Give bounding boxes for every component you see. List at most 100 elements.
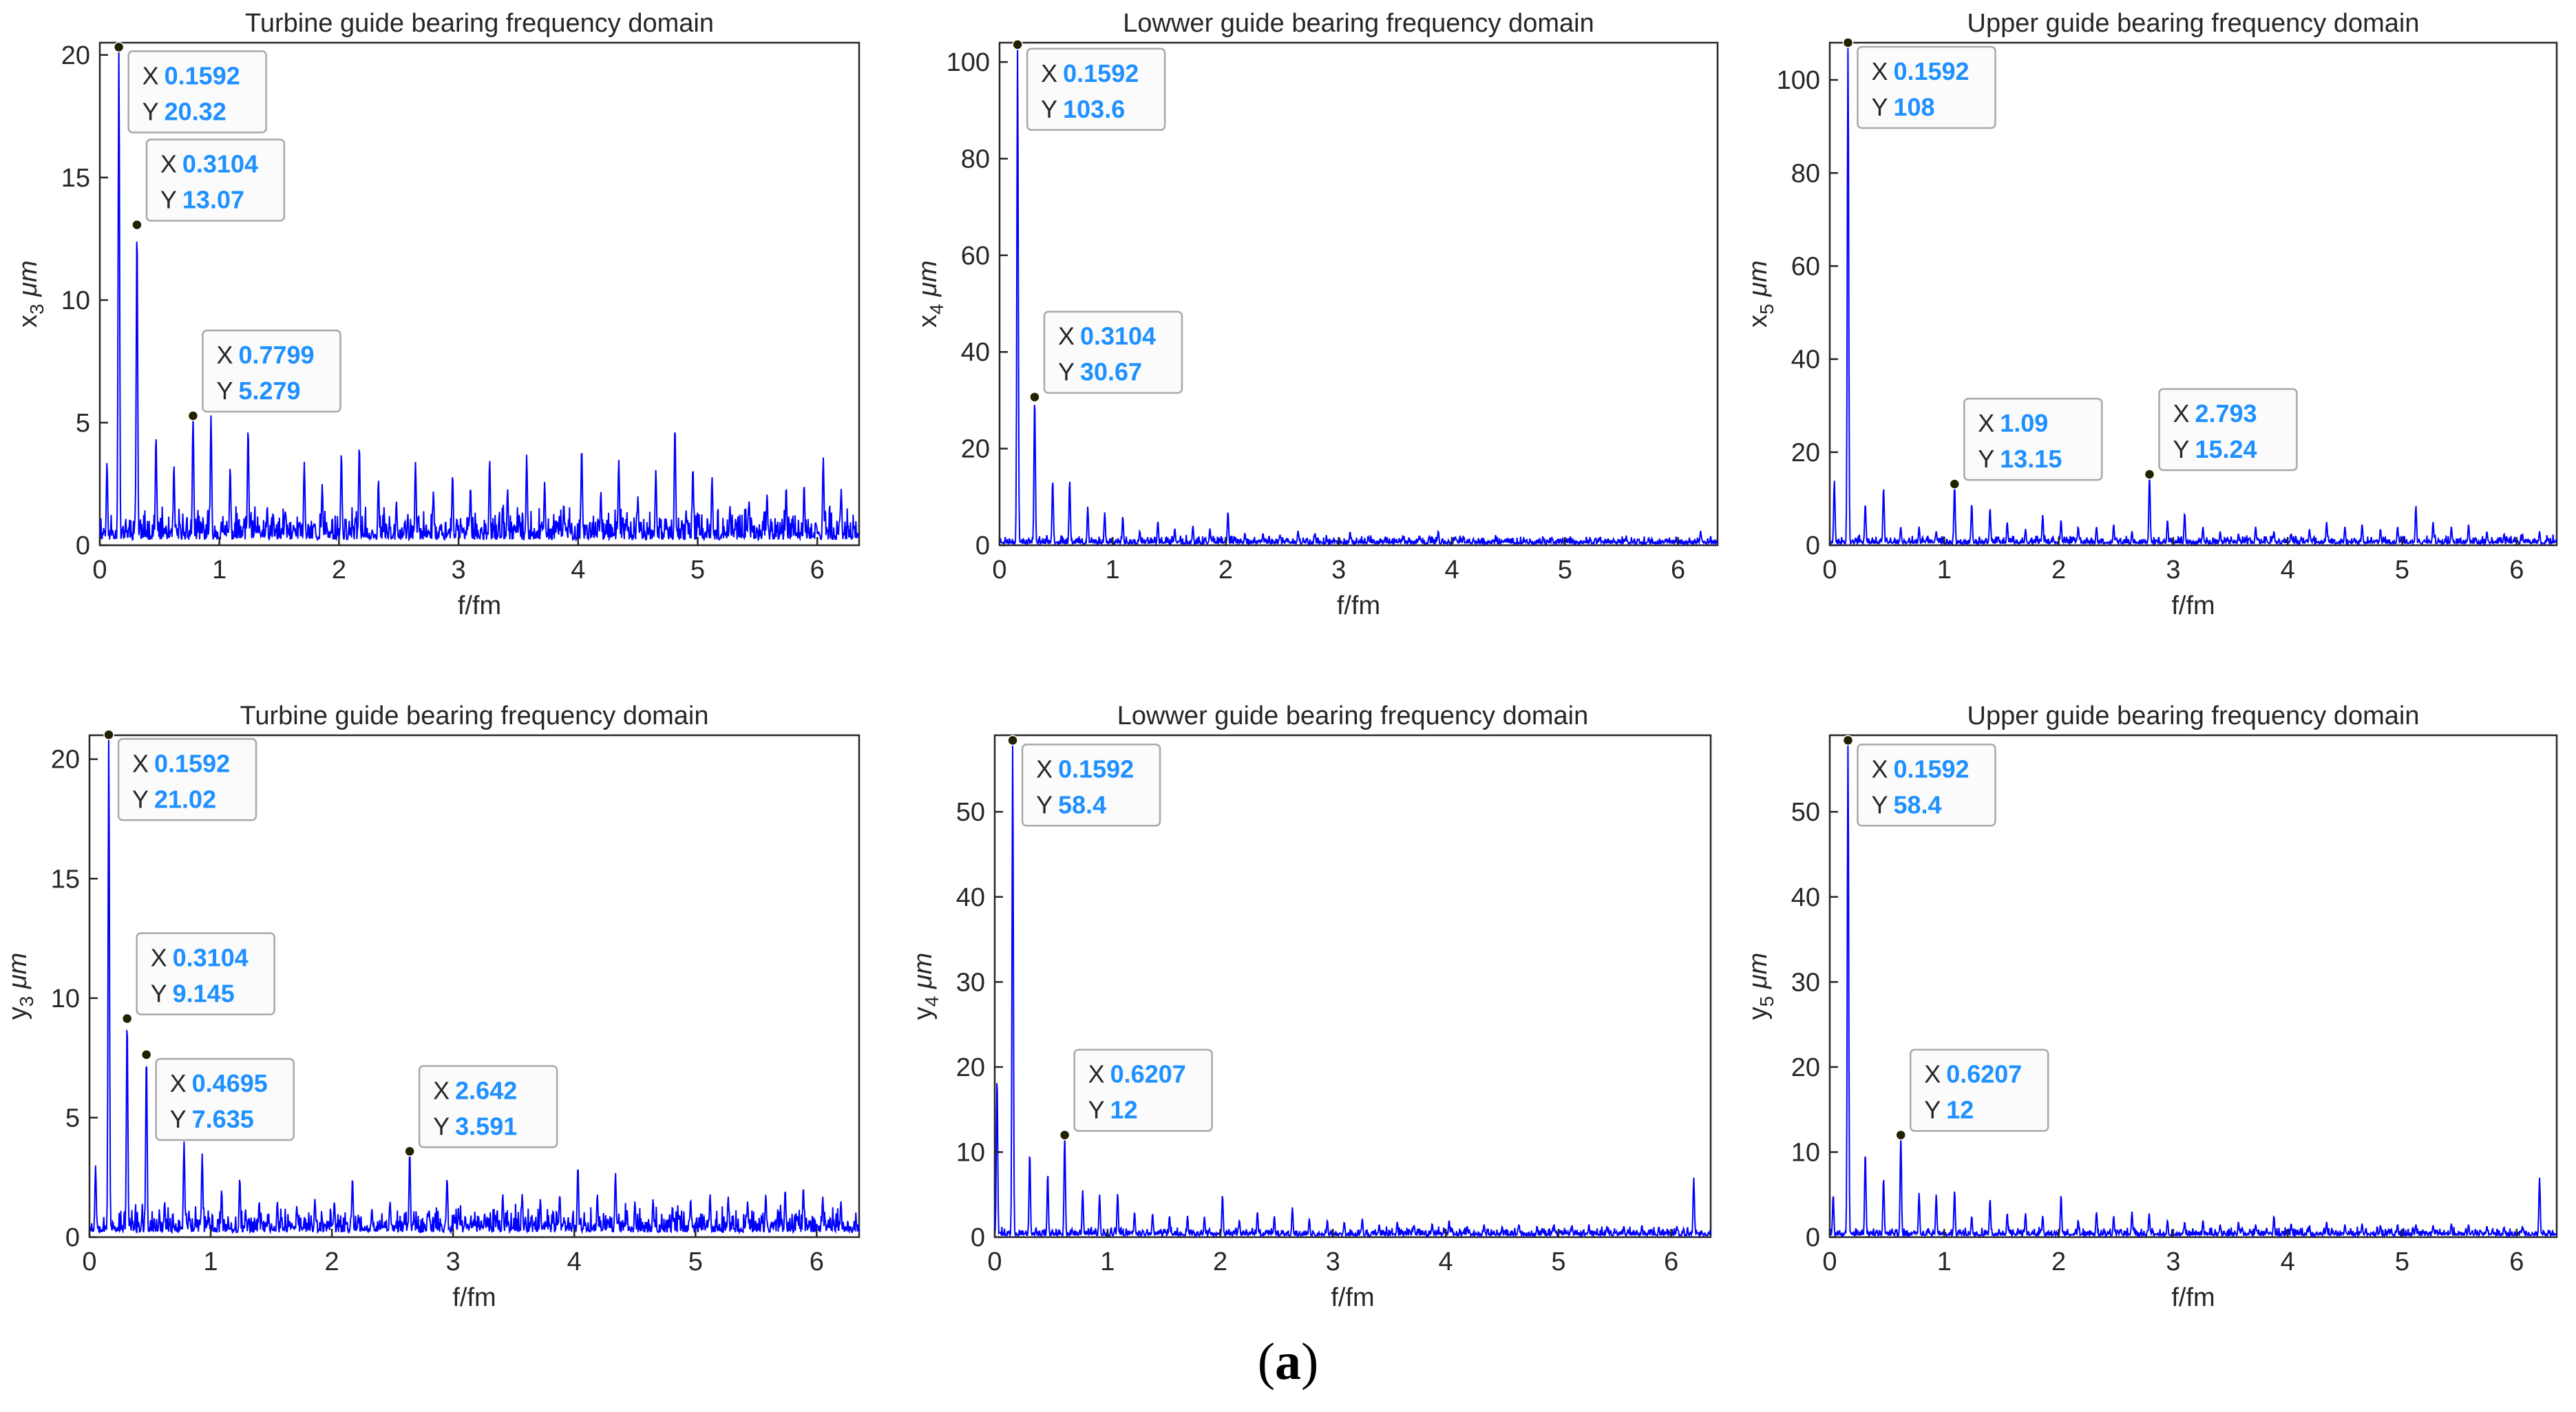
x-tick-label: 2	[2051, 556, 2066, 584]
y-axis-label: y4 μm	[909, 953, 942, 1020]
x-tick-label: 4	[1444, 556, 1459, 584]
y-tick-label: 20	[1791, 439, 1820, 467]
datatip-x-value: 2.793	[2195, 399, 2257, 428]
datatip-y-label: Y	[160, 186, 177, 214]
datatip-x-value: 0.1592	[1893, 755, 1969, 783]
datatip-y-label: Y	[142, 97, 159, 125]
x-tick-label: 0	[1822, 556, 1837, 584]
datatip-x-value: 0.1592	[154, 749, 230, 777]
datatip-x-label: X	[2173, 399, 2189, 428]
datatip-x-label: X	[1088, 1060, 1105, 1088]
datatip-marker	[1842, 735, 1854, 746]
y-tick-label: 40	[1791, 883, 1820, 912]
y-tick-label: 10	[1791, 1138, 1820, 1167]
y-tick-label: 15	[61, 164, 90, 193]
datatip-box	[136, 932, 275, 1015]
datatip-box	[1021, 744, 1161, 827]
x-tick-label: 1	[1100, 1247, 1115, 1276]
datatip-box	[1857, 744, 1996, 827]
datatip-x-value: 0.3104	[173, 944, 249, 972]
datatip-marker	[113, 41, 125, 53]
datatip-y-value: 13.15	[2000, 445, 2062, 473]
y-tick-label: 5	[76, 409, 90, 438]
datatip-marker	[131, 219, 142, 231]
datatip-x-value: 0.6207	[1110, 1060, 1186, 1088]
datatip-x-label: X	[132, 749, 149, 777]
x-tick-label: 1	[1106, 556, 1120, 584]
datatip-x-value: 0.3104	[1080, 322, 1156, 350]
y-tick-label: 20	[961, 435, 990, 464]
x-tick-label: 6	[810, 1247, 824, 1276]
y-tick-label: 5	[65, 1104, 80, 1132]
caption-label: a	[1275, 1333, 1301, 1391]
y-tick-label: 80	[961, 145, 990, 173]
x-tick-label: 3	[1326, 1247, 1340, 1276]
y-tick-label: 20	[61, 41, 90, 70]
x-tick-label: 4	[1439, 1247, 1453, 1276]
x-tick-label: 5	[2395, 1247, 2409, 1276]
spectrum-line	[89, 736, 860, 1235]
datatip-x-value: 0.1592	[1893, 57, 1969, 85]
datatip-x-value: 2.642	[455, 1076, 517, 1104]
datatip-marker	[121, 1013, 133, 1024]
datatip-x-value: 0.7799	[238, 341, 314, 369]
y-tick-label: 50	[956, 798, 985, 827]
y-tick-label: 20	[956, 1053, 985, 1082]
datatip-marker	[1007, 735, 1018, 746]
datatip-y-value: 103.6	[1063, 95, 1125, 123]
x-tick-label: 3	[452, 556, 466, 584]
datatip-box	[2158, 388, 2298, 472]
y-tick-label: 50	[1791, 798, 1820, 827]
y-tick-label: 0	[65, 1223, 80, 1252]
x-tick-label: 4	[567, 1247, 582, 1276]
datatip-y-value: 9.145	[173, 980, 235, 1008]
x-tick-label: 0	[82, 1247, 96, 1276]
datatip-y-label: Y	[216, 377, 233, 405]
y-axis-label: y5 μm	[1744, 953, 1777, 1020]
datatip-x-value: 0.1592	[165, 61, 240, 89]
datatip-box	[145, 138, 286, 222]
datatip-y-label: Y	[1041, 95, 1057, 123]
datatip-y-label: Y	[170, 1105, 187, 1133]
y-tick-label: 100	[947, 48, 990, 77]
datatip-x-value: 1.09	[2000, 409, 2048, 437]
y-tick-label: 0	[971, 1223, 985, 1252]
x-tick-label: 6	[2509, 556, 2524, 584]
chart-title: Turbine guide bearing frequency domain	[240, 702, 709, 730]
x-tick-label: 0	[92, 556, 107, 584]
x-tick-label: 6	[810, 556, 825, 584]
x-tick-label: 3	[1331, 556, 1346, 584]
datatip-x-label: X	[1036, 755, 1053, 783]
caption-close-paren: )	[1301, 1333, 1319, 1391]
datatip-y-value: 12	[1946, 1096, 1974, 1124]
x-tick-label: 6	[2509, 1247, 2524, 1276]
x-tick-label: 2	[325, 1247, 339, 1276]
x-axis-label: f/fm	[2171, 591, 2215, 620]
datatip-box	[1073, 1049, 1213, 1132]
x-tick-label: 0	[1822, 1247, 1837, 1276]
y-tick-label: 40	[961, 338, 990, 367]
figure-caption: (a)	[0, 1332, 2576, 1392]
datatip-x-label: X	[151, 944, 167, 972]
x-tick-label: 3	[2166, 556, 2180, 584]
chart-title: Upper guide bearing frequency domain	[1967, 9, 2420, 38]
datatip-box	[1909, 1049, 2049, 1132]
datatip-marker	[1029, 391, 1040, 403]
x-tick-label: 6	[1671, 556, 1685, 584]
y-axis-label: y3 μm	[3, 953, 37, 1020]
datatip-y-value: 108	[1893, 93, 1934, 121]
y-tick-label: 15	[51, 865, 80, 894]
datatip-box	[418, 1065, 558, 1148]
y-tick-label: 0	[76, 531, 90, 560]
spectrum-line	[1829, 741, 2557, 1239]
x-tick-label: 3	[446, 1247, 461, 1276]
datatip-x-label: X	[1041, 59, 1057, 87]
datatip-x-value: 0.4695	[192, 1069, 268, 1097]
